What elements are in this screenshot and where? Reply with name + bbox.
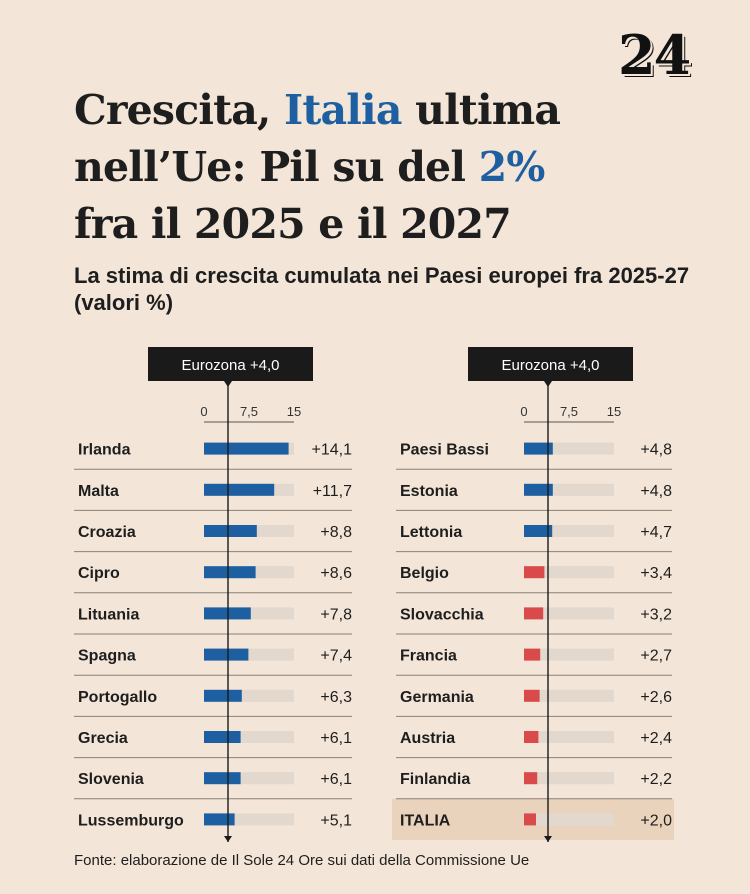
value-label-italia: +2,0 [640,812,672,829]
eurozone-reference-label: Eurozona +4,0 [182,357,280,374]
category-label-lettonia: Lettonia [400,524,462,541]
bar-spagna [204,648,249,661]
bar-track-belgio [524,566,614,579]
headline-part-1: Crescita, [74,86,284,134]
bar-lussemburgo [204,813,235,826]
headline-highlight-italia: Italia [284,86,402,134]
eurozone-reference-label: Eurozona +4,0 [502,357,600,374]
value-label-lettonia: +4,7 [640,524,672,541]
reference-arrow-top [224,381,232,387]
category-label-irlanda: Irlanda [78,442,131,459]
value-label-slovenia: +6,1 [320,771,352,788]
category-label-finlandia: Finlandia [400,771,470,788]
bar-track-italia [524,813,614,826]
value-label-austria: +2,4 [640,730,672,747]
category-label-spagna: Spagna [78,648,136,665]
source-note: Fonte: elaborazione de Il Sole 24 Ore su… [74,852,530,869]
bar-irlanda [204,442,289,455]
value-label-finlandia: +2,2 [640,771,672,788]
bar-italia [524,813,536,826]
category-label-cipro: Cipro [78,565,120,582]
bar-track-finlandia [524,772,614,785]
tick-label-0: 0 [200,404,207,419]
bar-track-austria [524,731,614,743]
value-label-lussemburgo: +5,1 [320,812,352,829]
bar-slovenia [204,772,241,785]
category-label-slovenia: Slovenia [78,771,144,788]
tick-label-0: 0 [520,404,527,419]
il-sole-24-ore-logo: 24 [618,23,691,87]
bar-slovacchia [524,607,544,620]
category-label-malta: Malta [78,483,119,500]
category-label-paesi-bassi: Paesi Bassi [400,442,489,459]
value-label-portogallo: +6,3 [320,689,352,706]
value-label-belgio: +3,4 [640,565,672,582]
value-label-estonia: +4,8 [640,483,672,500]
headline-part-2: ultima nell’Ue: Pil su del [74,86,561,191]
value-label-croazia: +8,8 [320,524,352,541]
category-label-lituania: Lituania [78,606,139,623]
category-label-francia: Francia [400,648,457,665]
tick-label-1: 7,5 [240,404,258,419]
bar-croazia [204,525,257,537]
value-label-germania: +2,6 [640,689,672,706]
eurozone-reference-box [468,347,633,381]
category-label-lussemburgo: Lussemburgo [78,812,184,829]
bar-track-germania [524,689,614,702]
category-label-belgio: Belgio [400,565,449,582]
bar-cipro [204,566,256,579]
category-label-germania: Germania [400,689,474,706]
tick-label-2: 15 [287,404,301,419]
bar-paesi-bassi [524,442,553,455]
value-label-malta: +11,7 [313,483,352,500]
reference-arrow-top [544,381,552,387]
bar-malta [204,483,275,496]
value-label-irlanda: +14,1 [312,442,353,459]
bar-finlandia [524,772,538,785]
headline-highlight-percent: 2% [478,143,546,191]
bar-grecia [204,731,241,743]
value-label-grecia: +6,1 [320,730,352,747]
bar-track-slovacchia [524,607,614,620]
bar-francia [524,648,541,661]
value-label-francia: +2,7 [640,648,672,665]
bar-lettonia [524,525,553,537]
bar-austria [524,731,539,743]
bar-germania [524,689,540,702]
reference-arrow-bottom [544,836,552,842]
value-label-spagna: +7,4 [320,648,352,665]
bar-track-francia [524,648,614,661]
chart-subtitle: La stima di crescita cumulata nei Paesi … [74,263,690,315]
reference-arrow-bottom [224,836,232,842]
category-label-italia: ITALIA [400,812,451,829]
headline: Crescita, Italia ultima nell’Ue: Pil su … [74,82,594,253]
bar-belgio [524,566,545,579]
category-label-estonia: Estonia [400,483,458,500]
category-label-grecia: Grecia [78,730,128,747]
bar-estonia [524,483,553,496]
value-label-lituania: +7,8 [320,606,352,623]
tick-label-1: 7,5 [560,404,578,419]
value-label-slovacchia: +3,2 [640,606,672,623]
category-label-slovacchia: Slovacchia [400,606,484,623]
headline-part-3: fra il 2025 e il 2027 [74,200,512,248]
category-label-portogallo: Portogallo [78,689,157,706]
category-label-austria: Austria [400,730,455,747]
bar-portogallo [204,689,242,702]
tick-label-2: 15 [607,404,621,419]
category-label-croazia: Croazia [78,524,136,541]
value-label-cipro: +8,6 [320,565,352,582]
value-label-paesi-bassi: +4,8 [640,442,672,459]
eurozone-reference-box [148,347,313,381]
